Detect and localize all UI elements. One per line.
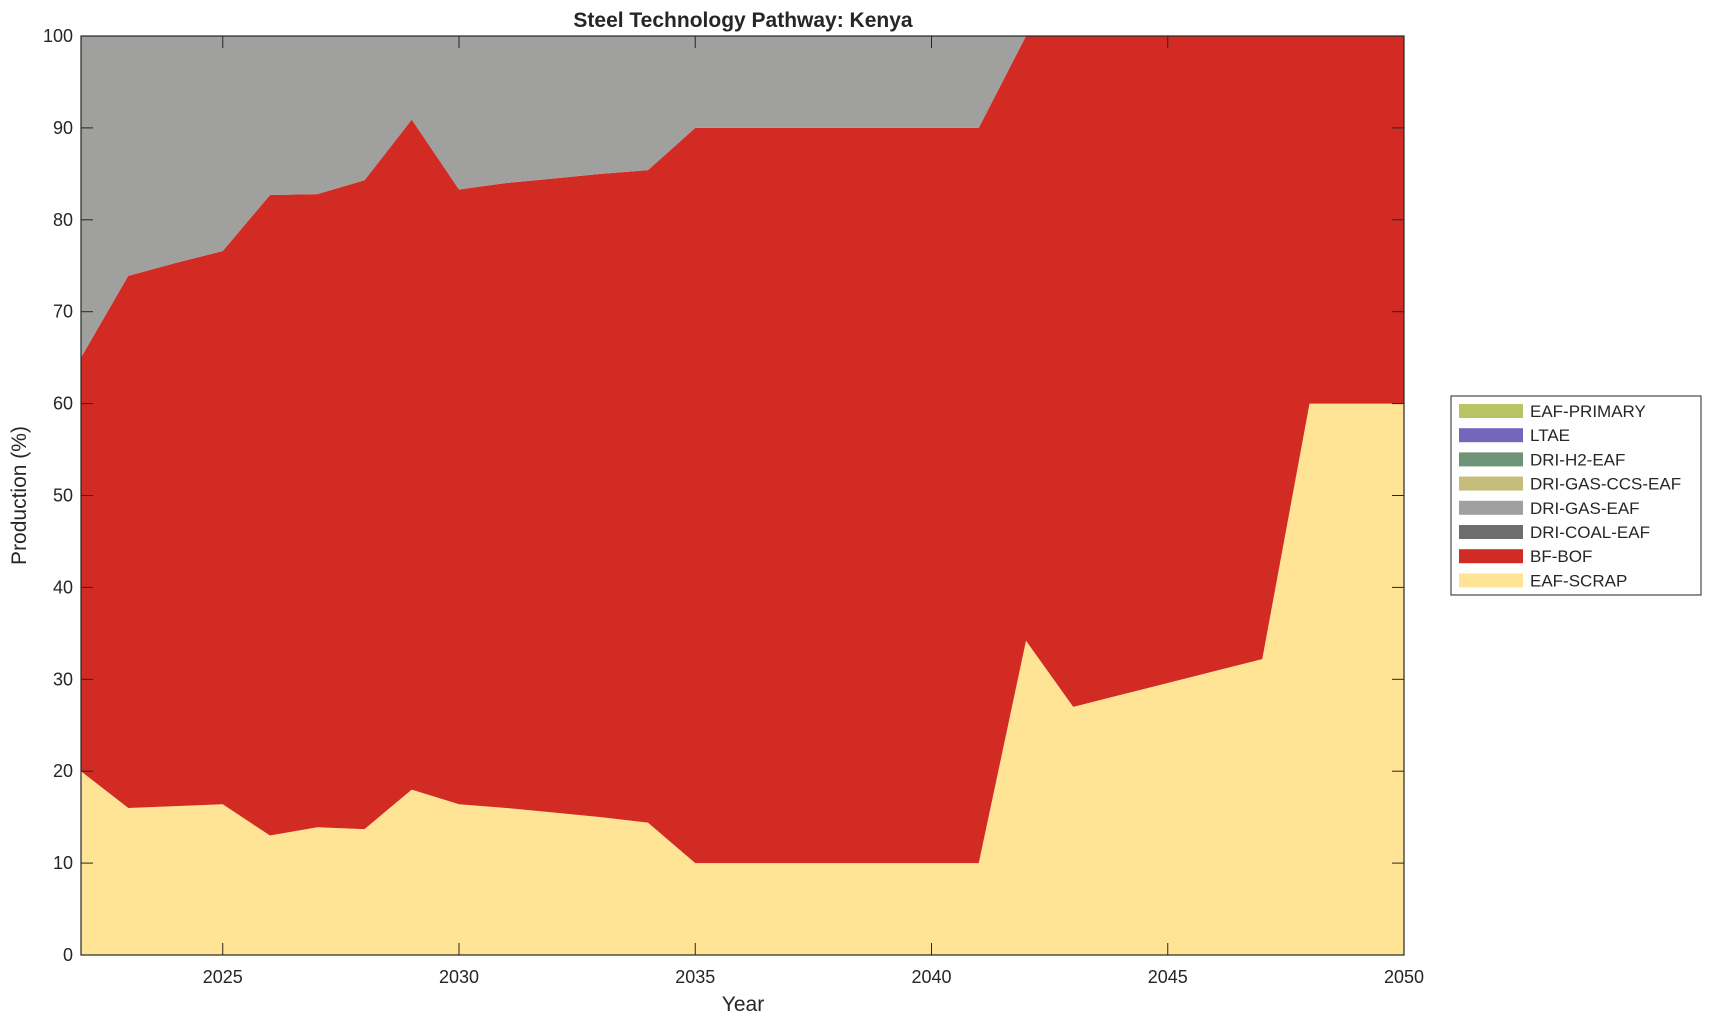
- legend-label-eaf-primary: EAF-PRIMARY: [1530, 402, 1646, 421]
- y-tick-label: 40: [53, 577, 73, 597]
- legend: EAF-PRIMARY LTAE DRI-H2-EAF DRI-GAS-CCS-EAF…: [1450, 395, 1702, 596]
- x-axis-label: Year: [722, 993, 764, 1016]
- y-tick-label: 0: [63, 945, 73, 965]
- legend-label-eaf-scrap: EAF-SCRAP: [1530, 571, 1627, 590]
- x-tick-label: 2040: [911, 967, 951, 987]
- legend-swatch-eaf-scrap: [1459, 573, 1523, 588]
- y-tick-label: 90: [53, 118, 73, 138]
- x-tick-label: 2035: [675, 967, 715, 987]
- area-bf-bof: [81, 36, 1404, 864]
- legend-swatch-dri-gas-eaf: [1459, 500, 1523, 515]
- x-tick-label: 2030: [439, 967, 479, 987]
- legend-swatch-dri-h2-eaf: [1459, 452, 1523, 467]
- chart-title: Steel Technology Pathway: Kenya: [573, 9, 913, 32]
- legend-label-bf-bof: BF-BOF: [1530, 547, 1592, 566]
- legend-label-dri-coal-eaf: DRI-COAL-EAF: [1530, 523, 1650, 542]
- legend-swatch-eaf-primary: [1459, 404, 1523, 418]
- y-tick-label: 80: [53, 210, 73, 230]
- x-tick-label: 2025: [203, 967, 243, 987]
- x-tick-label: 2045: [1148, 967, 1188, 987]
- legend-label-dri-gas-eaf: DRI-GAS-EAF: [1530, 499, 1640, 518]
- y-tick-label: 60: [53, 394, 73, 414]
- area-dri-gas-eaf: [81, 36, 1404, 358]
- legend-label-dri-h2-eaf: DRI-H2-EAF: [1530, 450, 1625, 469]
- y-tick-label: 70: [53, 302, 73, 322]
- plot-frame: [80, 35, 1405, 956]
- y-tick-label: 50: [53, 486, 73, 506]
- y-tick-label: 10: [53, 853, 73, 873]
- legend-swatch-ltae: [1459, 428, 1523, 443]
- area-eaf-scrap: [81, 403, 1404, 956]
- legend-swatch-dri-gas-ccs-eaf: [1459, 476, 1523, 491]
- y-tick-label: 30: [53, 669, 73, 689]
- y-axis-ticks: 0 10 20 30 40 50 60 70 80 90 100: [43, 26, 1404, 965]
- legend-label-ltae: LTAE: [1530, 426, 1570, 445]
- legend-swatch-bf-bof: [1459, 549, 1523, 564]
- legend-swatch-dri-coal-eaf: [1459, 525, 1523, 539]
- legend-label-dri-gas-ccs-eaf: DRI-GAS-CCS-EAF: [1530, 475, 1681, 494]
- y-tick-label: 100: [43, 26, 73, 46]
- x-tick-label: 2050: [1384, 967, 1424, 987]
- y-tick-label: 20: [53, 761, 73, 781]
- series-areas: [81, 36, 1404, 956]
- y-axis-label: Production (%): [8, 426, 31, 565]
